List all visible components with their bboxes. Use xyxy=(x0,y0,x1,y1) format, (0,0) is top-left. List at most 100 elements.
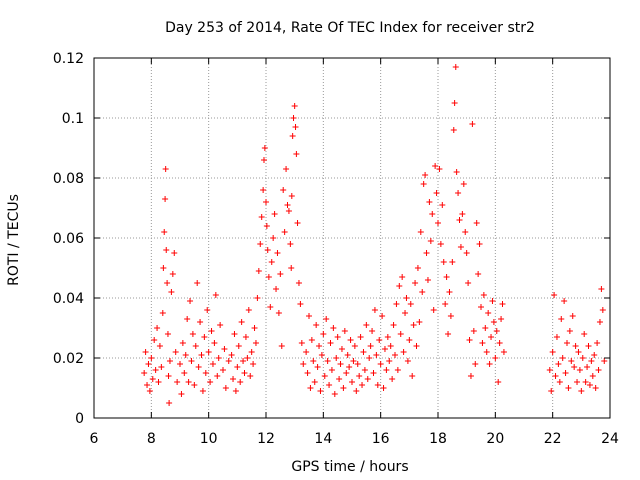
x-tick-label: 6 xyxy=(90,431,99,447)
data-point xyxy=(263,223,270,229)
data-point xyxy=(351,343,358,349)
data-point xyxy=(588,358,595,364)
axis-ticks: 6 8 10 12 14 16 18 20 22 24 0 0.02 0.04 0.06 0.08 0.1 0.… xyxy=(53,51,619,447)
data-point xyxy=(451,100,458,106)
data-point xyxy=(363,322,370,328)
data-point xyxy=(172,349,179,355)
data-point xyxy=(215,355,222,361)
data-point xyxy=(225,358,232,364)
data-point xyxy=(565,385,572,391)
data-points xyxy=(141,64,608,406)
data-point xyxy=(182,352,189,358)
data-point xyxy=(204,307,211,313)
data-point xyxy=(389,376,396,382)
data-point xyxy=(284,202,291,208)
data-point xyxy=(384,334,391,340)
data-point xyxy=(166,400,173,406)
data-point xyxy=(404,358,411,364)
data-point xyxy=(465,280,472,286)
data-point xyxy=(469,121,476,127)
data-point xyxy=(199,388,206,394)
data-point xyxy=(489,298,496,304)
data-point xyxy=(334,334,341,340)
data-point xyxy=(168,289,175,295)
data-point xyxy=(188,358,195,364)
data-point xyxy=(492,355,499,361)
data-point xyxy=(234,364,241,370)
data-point xyxy=(440,259,447,265)
data-point xyxy=(562,370,569,376)
data-point xyxy=(181,370,188,376)
data-point xyxy=(220,367,226,373)
data-point xyxy=(366,355,373,361)
data-point xyxy=(498,316,505,322)
data-point xyxy=(208,328,215,334)
data-point xyxy=(321,373,328,379)
data-point xyxy=(568,358,575,364)
x-tick-label: 16 xyxy=(372,431,390,447)
data-point xyxy=(446,289,453,295)
data-point xyxy=(490,319,497,325)
data-point xyxy=(274,250,281,256)
data-point xyxy=(564,340,570,346)
data-point xyxy=(308,337,315,343)
data-point xyxy=(209,361,216,367)
data-point xyxy=(217,322,224,328)
data-point xyxy=(424,277,431,283)
data-point xyxy=(364,376,371,382)
data-point xyxy=(333,355,340,361)
data-point xyxy=(328,367,335,373)
data-point xyxy=(142,349,149,355)
data-point xyxy=(447,313,454,319)
data-point xyxy=(598,286,605,292)
data-point xyxy=(201,334,208,340)
data-point xyxy=(258,214,265,220)
x-tick-label: 18 xyxy=(429,431,447,447)
data-point xyxy=(445,331,452,337)
data-point xyxy=(420,181,427,187)
data-point xyxy=(232,388,239,394)
data-point xyxy=(207,379,214,385)
data-point xyxy=(283,166,290,172)
data-point xyxy=(572,343,579,349)
data-point xyxy=(336,376,343,382)
data-point xyxy=(327,340,334,346)
data-point xyxy=(194,280,201,286)
data-point xyxy=(275,310,282,316)
data-point xyxy=(559,355,566,361)
data-point xyxy=(551,292,558,298)
data-point xyxy=(141,370,148,376)
data-point xyxy=(383,367,390,373)
data-point xyxy=(495,379,502,385)
data-point xyxy=(357,334,364,340)
x-tick-label: 24 xyxy=(601,431,619,447)
data-point xyxy=(360,349,367,355)
data-point xyxy=(414,265,421,271)
data-point xyxy=(318,352,325,358)
data-point xyxy=(369,328,376,334)
data-point xyxy=(393,301,400,307)
data-point xyxy=(456,217,463,223)
data-point xyxy=(463,250,470,256)
data-point xyxy=(160,265,167,271)
data-point xyxy=(163,247,170,253)
data-point xyxy=(594,340,601,346)
data-point xyxy=(231,331,238,337)
data-point xyxy=(238,319,245,325)
data-point xyxy=(455,190,462,196)
data-point xyxy=(482,325,489,331)
data-point xyxy=(599,307,606,313)
data-point xyxy=(187,298,194,304)
data-point xyxy=(267,304,274,310)
data-point xyxy=(426,199,433,205)
data-point xyxy=(396,283,403,289)
data-point xyxy=(165,373,172,379)
data-point xyxy=(304,370,311,376)
data-point xyxy=(326,382,333,388)
data-point xyxy=(178,391,185,397)
data-point xyxy=(264,247,271,253)
data-point xyxy=(255,268,262,274)
data-point xyxy=(338,346,345,352)
data-point xyxy=(371,307,378,313)
